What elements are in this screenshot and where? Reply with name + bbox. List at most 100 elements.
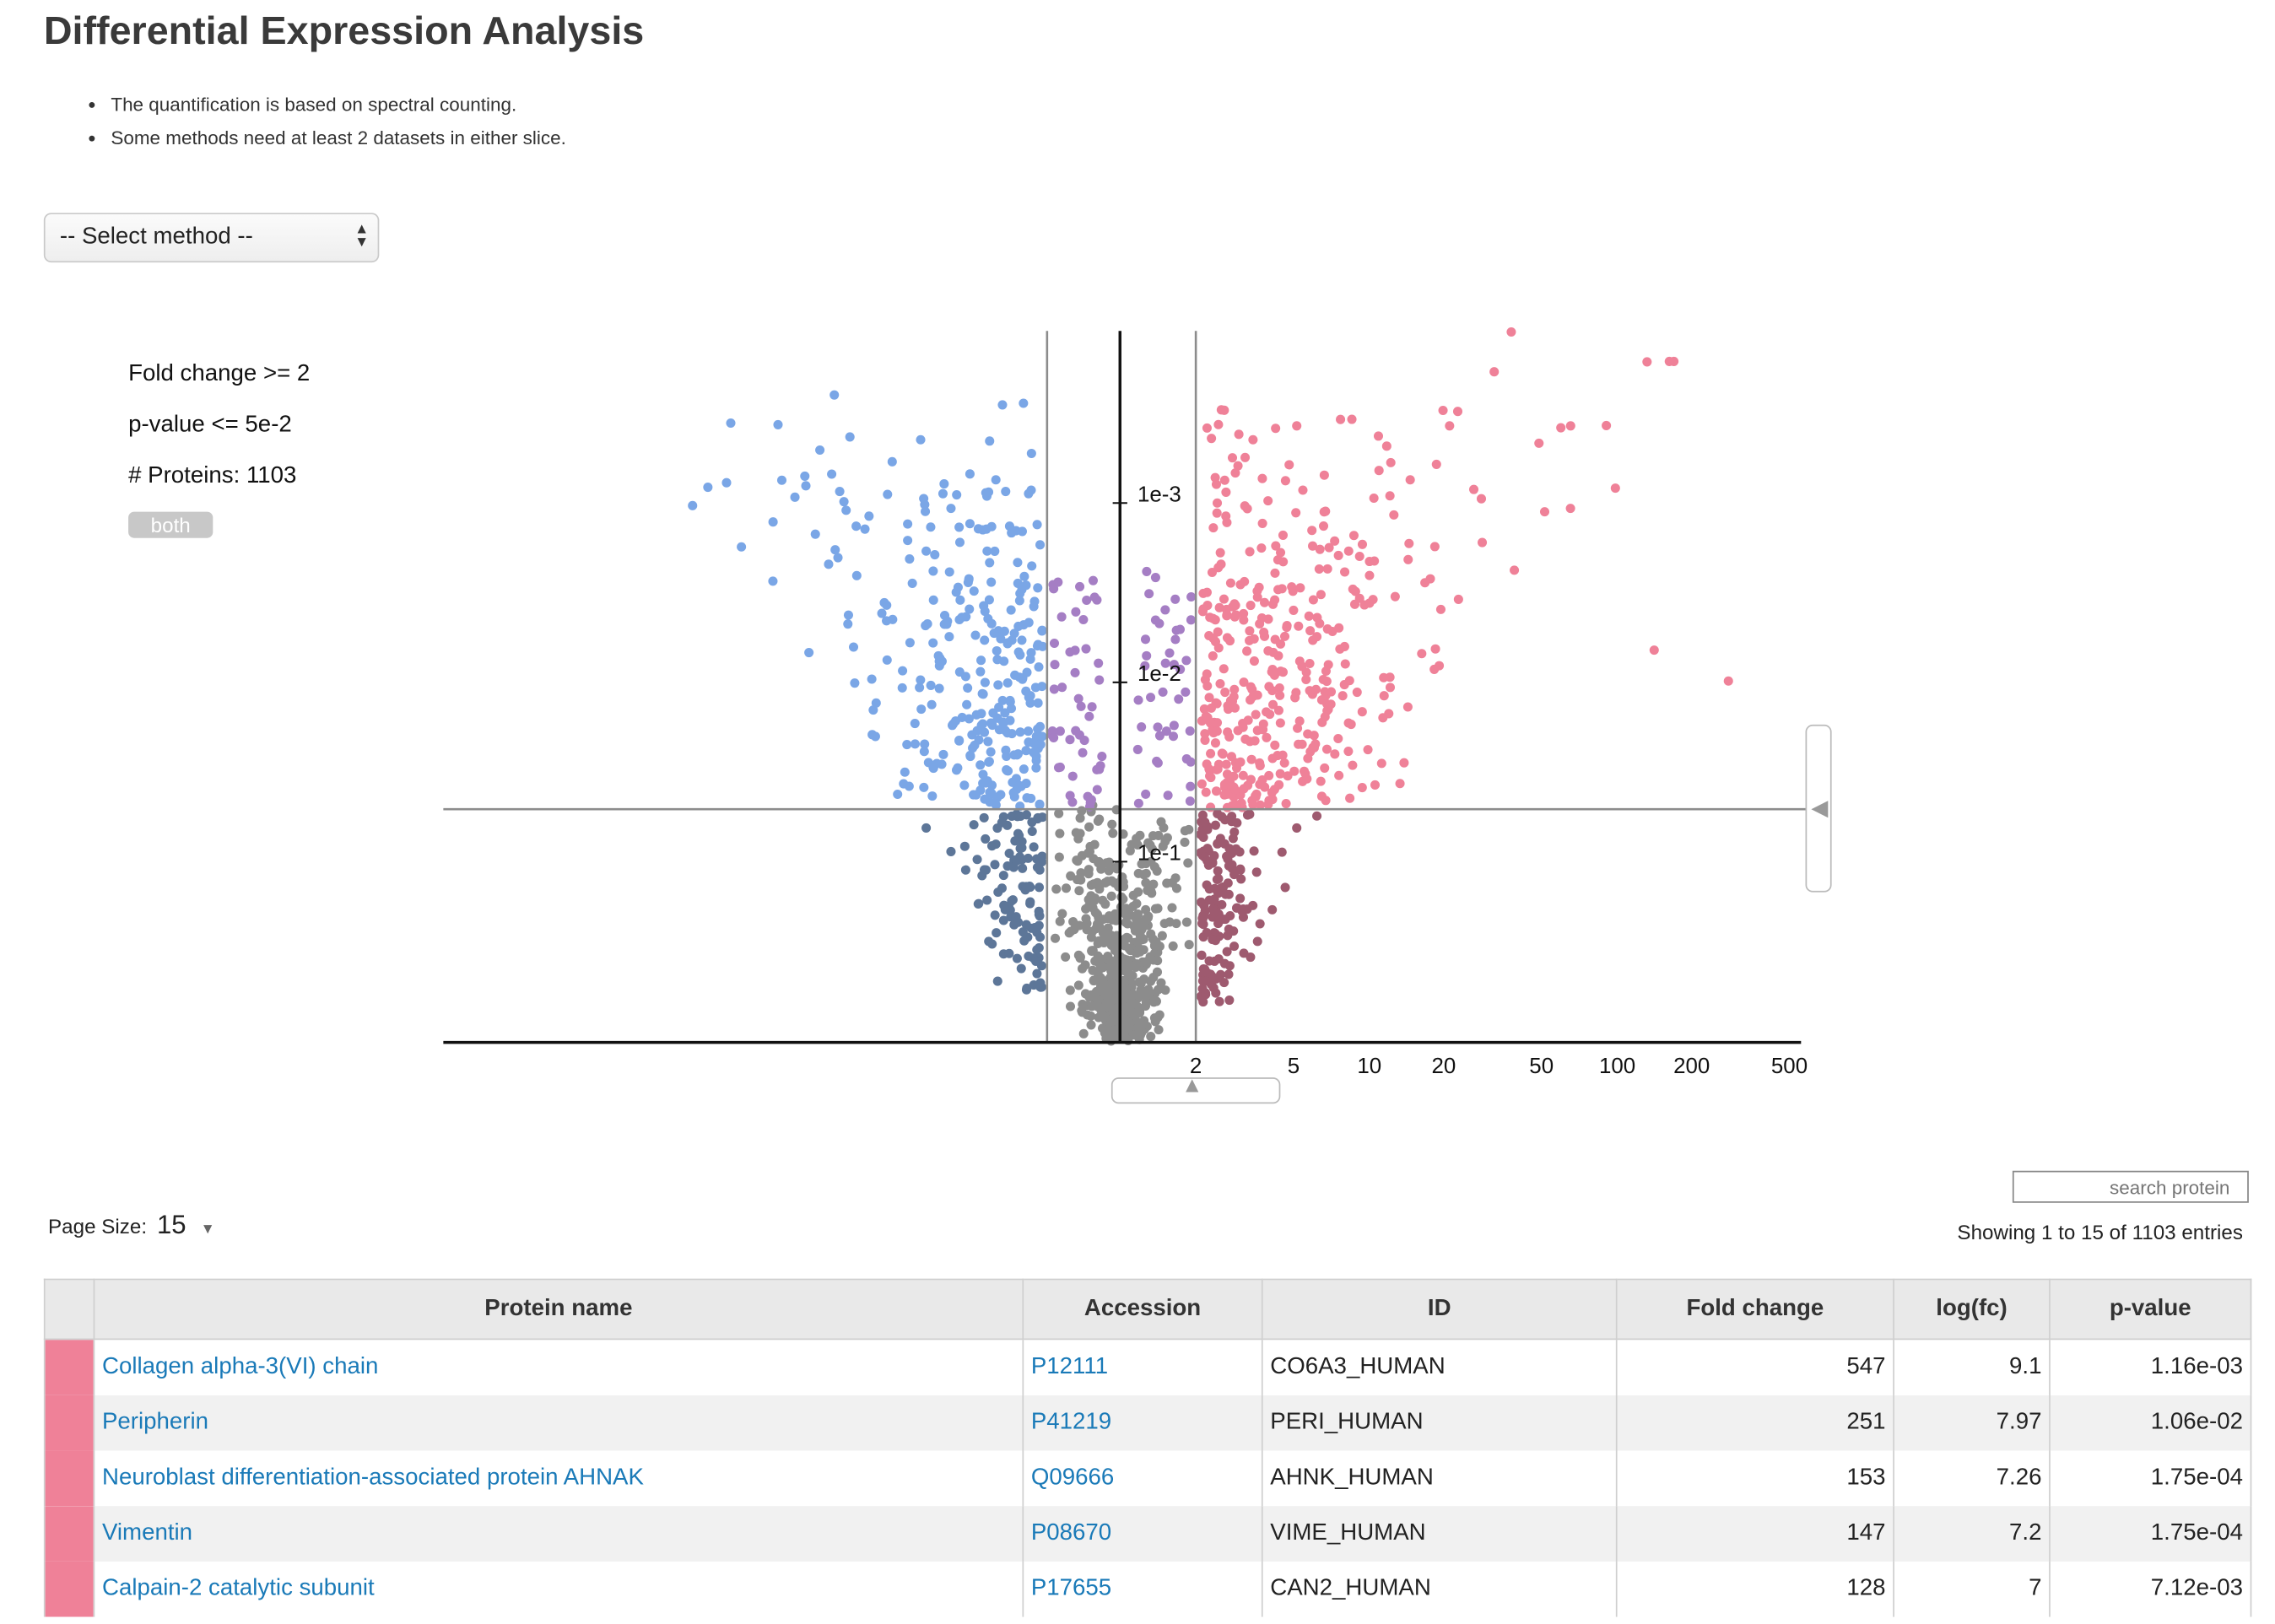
up-significant-point bbox=[1212, 764, 1222, 774]
column-header-logfc[interactable]: log(fc) bbox=[1893, 1278, 2051, 1341]
table-row[interactable]: Collagen alpha-3(VI) chain P12111 CO6A3_… bbox=[43, 1339, 2252, 1395]
down-significant-point bbox=[898, 666, 908, 676]
down-significant-point bbox=[919, 494, 929, 504]
column-header-protein-name[interactable]: Protein name bbox=[93, 1278, 1024, 1341]
up-significant-point bbox=[1452, 407, 1463, 417]
data-point bbox=[1405, 475, 1415, 485]
down-significant-point bbox=[991, 800, 1001, 810]
down-significant-point bbox=[1014, 596, 1024, 606]
not-changed-point bbox=[1150, 940, 1160, 950]
not-changed-point bbox=[1130, 925, 1140, 936]
column-header-fold-change[interactable]: Fold change bbox=[1615, 1278, 1894, 1341]
search-protein-input[interactable] bbox=[2012, 1170, 2249, 1203]
up-nonsignificant-point bbox=[1277, 847, 1287, 857]
down-significant-point bbox=[943, 616, 953, 626]
fold-change-threshold: Fold change >= 2 bbox=[128, 361, 311, 386]
method-select[interactable]: -- Select method -- ▲ ▼ bbox=[43, 213, 380, 263]
down-nonsignificant-point bbox=[980, 865, 990, 875]
down-significant-point bbox=[1019, 571, 1029, 581]
up-significant-point bbox=[1262, 732, 1272, 742]
protein-name-link[interactable]: Vimentin bbox=[93, 1506, 1024, 1562]
volcano-plot[interactable]: 1e-3 1e-2 1e-1 2 5 10 20 50 100 200 500 bbox=[437, 324, 1824, 1082]
accession-link[interactable]: P08670 bbox=[1022, 1506, 1263, 1562]
up-significant-point bbox=[1204, 693, 1214, 703]
down-significant-point bbox=[916, 704, 927, 715]
column-header-pvalue[interactable]: p-value bbox=[2049, 1278, 2252, 1341]
protein-name-link[interactable]: Peripherin bbox=[93, 1395, 1024, 1451]
page-size-control[interactable]: Page Size: 15 ▼ bbox=[48, 1210, 215, 1240]
up-significant-point bbox=[1304, 611, 1314, 621]
accession-link[interactable]: Q09666 bbox=[1022, 1450, 1263, 1507]
down-nonsignificant-point bbox=[1016, 963, 1026, 974]
down-significant-point bbox=[916, 675, 926, 685]
mid-significant-point bbox=[1132, 744, 1143, 754]
not-changed-point bbox=[1051, 884, 1062, 894]
not-changed-point bbox=[1055, 916, 1065, 926]
table-row[interactable]: Calpain-2 catalytic subunit P17655 CAN2_… bbox=[43, 1561, 2252, 1617]
up-significant-point bbox=[1270, 568, 1280, 578]
mid-significant-point bbox=[1169, 660, 1179, 670]
table-row[interactable]: Vimentin P08670 VIME_HUMAN 147 7.2 1.75e… bbox=[43, 1506, 2252, 1562]
chevron-down-icon[interactable]: ▼ bbox=[200, 1222, 215, 1238]
down-nonsignificant-point bbox=[1034, 942, 1044, 953]
not-changed-point bbox=[1073, 980, 1083, 990]
not-changed-point bbox=[1122, 1022, 1132, 1032]
mid-significant-point bbox=[1140, 661, 1150, 671]
column-header-id[interactable]: ID bbox=[1261, 1278, 1618, 1341]
up-significant-point bbox=[1200, 735, 1210, 745]
up-significant-point bbox=[1249, 634, 1259, 644]
down-significant-point bbox=[933, 650, 943, 661]
up-significant-point bbox=[1219, 594, 1229, 604]
protein-name-link[interactable]: Neuroblast differentiation-associated pr… bbox=[93, 1450, 1024, 1507]
column-header-accession[interactable]: Accession bbox=[1022, 1278, 1263, 1341]
not-changed-point bbox=[1146, 856, 1156, 866]
not-changed-point bbox=[1158, 841, 1168, 851]
row-color-marker bbox=[43, 1506, 95, 1562]
down-nonsignificant-point bbox=[997, 883, 1007, 893]
not-changed-point bbox=[1086, 932, 1096, 942]
table-row[interactable]: Peripherin P41219 PERI_HUMAN 251 7.97 1.… bbox=[43, 1395, 2252, 1451]
down-significant-point bbox=[990, 546, 1000, 556]
down-significant-point bbox=[824, 559, 834, 569]
up-nonsignificant-point bbox=[1213, 874, 1224, 884]
down-nonsignificant-point bbox=[959, 841, 970, 851]
down-significant-point bbox=[815, 445, 825, 456]
up-nonsignificant-point bbox=[1213, 866, 1223, 876]
not-changed-point bbox=[1150, 904, 1160, 914]
up-significant-point bbox=[1212, 726, 1222, 736]
page-size-value[interactable]: 15 bbox=[156, 1210, 186, 1239]
protein-name-link[interactable]: Collagen alpha-3(VI) chain bbox=[93, 1339, 1024, 1395]
both-toggle[interactable]: both bbox=[128, 511, 213, 538]
up-nonsignificant-point bbox=[1242, 810, 1253, 820]
not-changed-point bbox=[1149, 1013, 1159, 1023]
mid-significant-point bbox=[1152, 756, 1162, 766]
down-significant-point bbox=[843, 610, 853, 620]
down-significant-point bbox=[903, 519, 913, 529]
protein-name-link[interactable]: Calpain-2 catalytic subunit bbox=[93, 1561, 1024, 1617]
up-significant-point bbox=[1270, 634, 1280, 645]
not-changed-point bbox=[1092, 877, 1103, 888]
fold-change-threshold-handle[interactable]: ▲ bbox=[1110, 1073, 1281, 1104]
down-significant-point bbox=[800, 471, 810, 481]
up-significant-point bbox=[1222, 633, 1232, 643]
down-significant-point bbox=[980, 635, 990, 645]
mid-significant-point bbox=[1154, 731, 1165, 741]
down-significant-point bbox=[870, 731, 880, 742]
accession-link[interactable]: P12111 bbox=[1022, 1339, 1263, 1395]
down-significant-point bbox=[851, 570, 862, 580]
mid-significant-point bbox=[1081, 644, 1091, 654]
down-significant-point bbox=[1024, 726, 1034, 736]
down-nonsignificant-point bbox=[998, 915, 1008, 925]
up-significant-point bbox=[1282, 623, 1292, 633]
down-significant-point bbox=[903, 536, 913, 546]
up-significant-point bbox=[1316, 791, 1327, 801]
accession-link[interactable]: P41219 bbox=[1022, 1395, 1263, 1451]
down-nonsignificant-point bbox=[972, 855, 982, 865]
accession-link[interactable]: P17655 bbox=[1022, 1561, 1263, 1617]
up-significant-point bbox=[1243, 715, 1253, 726]
not-changed-point bbox=[1077, 850, 1087, 861]
up-significant-point bbox=[1321, 666, 1331, 677]
pvalue-threshold-handle[interactable]: ◀ bbox=[1805, 724, 1832, 893]
up-significant-point bbox=[1318, 674, 1328, 685]
table-row[interactable]: Neuroblast differentiation-associated pr… bbox=[43, 1450, 2252, 1507]
